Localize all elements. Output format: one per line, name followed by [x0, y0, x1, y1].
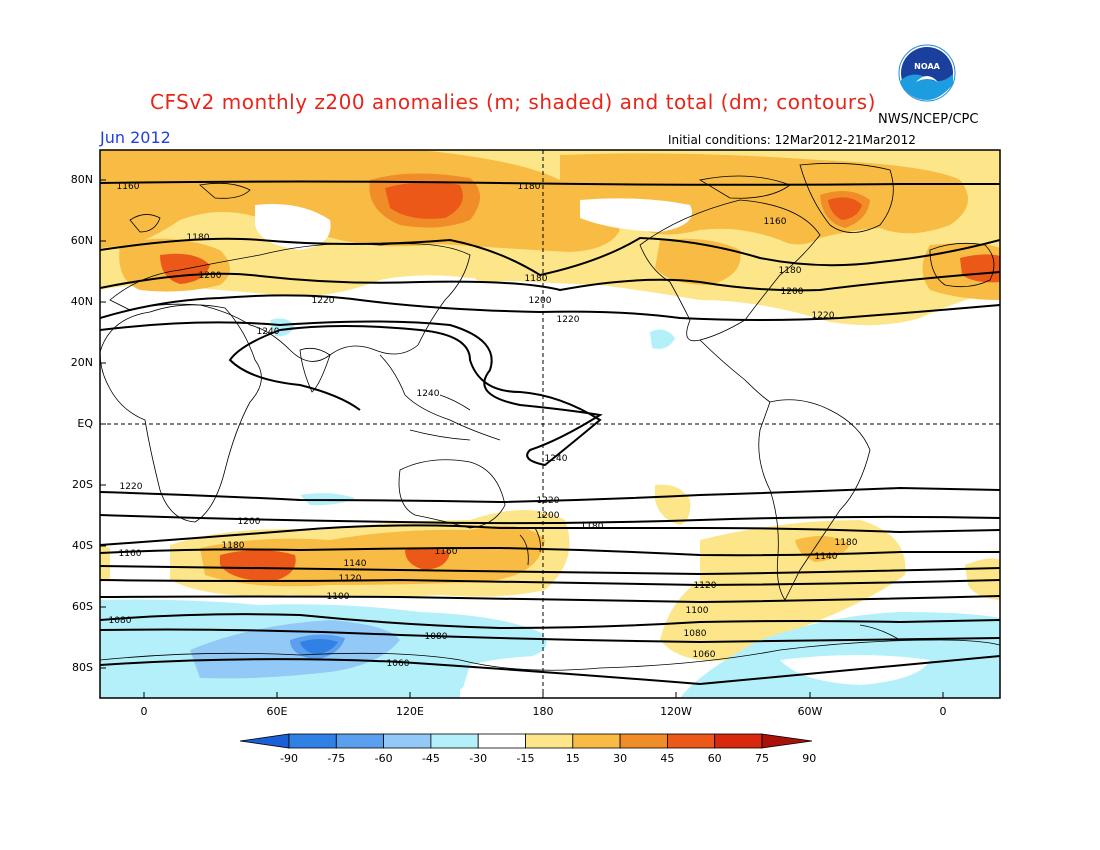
colorbar-swatch [288, 733, 337, 749]
contour-label: 1180 [525, 274, 548, 284]
contour-label: 1220 [557, 315, 580, 325]
colorbar-label: 60 [707, 752, 722, 765]
lat-label: 80N [70, 173, 93, 186]
lon-label: 180 [532, 705, 554, 718]
lon-label: 0 [140, 705, 148, 718]
colorbar-swatch [383, 733, 432, 749]
lon-label: 0 [939, 705, 947, 718]
colorbar-swatch [714, 733, 763, 749]
contour-label: 1200 [529, 296, 552, 306]
contour-label: 1100 [327, 592, 350, 602]
contour-label: 1220 [312, 296, 335, 306]
contour-label: 1180 [187, 233, 210, 243]
colorbar-label: 15 [565, 752, 580, 765]
lat-label: 40S [72, 539, 93, 552]
colorbar-swatch [430, 733, 479, 749]
contour-label: 1220 [120, 482, 143, 492]
contour-label: 1080 [109, 616, 132, 626]
contour-label: 1220 [537, 496, 560, 506]
contour-label: 1060 [387, 659, 410, 669]
contour-label: 1160 [119, 549, 142, 559]
contour-label: 1100 [686, 606, 709, 616]
map-title: CFSv2 monthly z200 anomalies (m; shaded)… [150, 90, 876, 114]
contour-label: 1120 [694, 581, 717, 591]
lat-label: 60N [70, 234, 93, 247]
colorbar-swatch [572, 733, 621, 749]
contour-label: 1180 [222, 541, 245, 551]
colorbar-label: 30 [613, 752, 628, 765]
lat-label: EQ [77, 417, 93, 430]
contour-label: 1180 [518, 182, 541, 192]
contour-label: 1080 [425, 632, 448, 642]
colorbar-label: -15 [516, 752, 535, 765]
contour-label: 1200 [781, 287, 804, 297]
forecast-month: Jun 2012 [100, 128, 171, 147]
colorbar-arrow-left [239, 733, 290, 749]
contour-label: 1200 [199, 271, 222, 281]
colorbar-label: -60 [374, 752, 393, 765]
colorbar-swatch [667, 733, 716, 749]
lon-label: 120W [660, 705, 692, 718]
colorbar-label: 90 [802, 752, 817, 765]
colorbar-label: 45 [660, 752, 675, 765]
agency-label: NWS/NCEP/CPC [878, 112, 979, 127]
initial-conditions: Initial conditions: 12Mar2012-21Mar2012 [668, 133, 916, 147]
svg-text:NOAA: NOAA [914, 62, 940, 71]
contour-label: 1160 [764, 217, 787, 227]
contour-label: 1180 [581, 522, 604, 532]
contour-label: 1140 [344, 559, 367, 569]
contour-label: 1140 [815, 552, 838, 562]
lat-label: 80S [72, 661, 93, 674]
lat-label: 60S [72, 600, 93, 613]
colorbar-swatch [525, 733, 574, 749]
colorbar-swatch [619, 733, 668, 749]
colorbar [239, 733, 813, 749]
height-contours [100, 180, 1000, 686]
contour-label: 1080 [684, 629, 707, 639]
lat-label: 20N [70, 356, 93, 369]
lon-label: 120E [396, 705, 424, 718]
contour-label: 1160 [117, 182, 140, 192]
lat-label: 20S [72, 478, 93, 491]
colorbar-label: -75 [327, 752, 346, 765]
contour-label: 1180 [779, 266, 802, 276]
noaa-logo-icon: NOAA [898, 44, 956, 102]
colorbar-label: -90 [280, 752, 298, 765]
colorbar-swatch [477, 733, 526, 749]
contour-label: 1120 [339, 574, 362, 584]
contour-label: 1240 [417, 389, 440, 399]
contour-label: 1200 [537, 511, 560, 521]
contour-label: 1220 [812, 311, 835, 321]
contour-label: 1060 [693, 650, 716, 660]
contour-label: 1160 [435, 547, 458, 557]
contour-label: 1240 [545, 454, 568, 464]
contour-label: 1240 [257, 327, 280, 337]
colorbar-label: 75 [755, 752, 769, 765]
colorbar-swatch [335, 733, 384, 749]
contour-label: 1200 [238, 517, 261, 527]
lon-label: 60E [266, 705, 288, 718]
lat-label: 40N [70, 295, 93, 308]
colorbar-label: -45 [421, 752, 440, 765]
colorbar-arrow-right [761, 733, 813, 749]
contour-label-group: 1160 1180 1160 1180 1180 1200 1220 1180 1200 1220… [109, 182, 858, 669]
lon-label: 60W [797, 705, 823, 718]
colorbar-label: -30 [469, 752, 488, 765]
contour-label: 1180 [835, 538, 858, 548]
